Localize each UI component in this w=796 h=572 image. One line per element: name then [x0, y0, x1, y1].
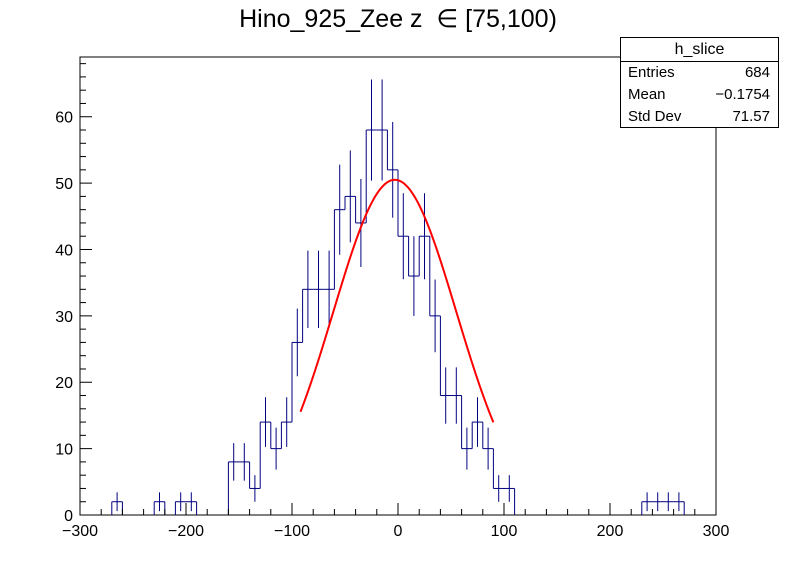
y-tick-label: 0 — [64, 508, 73, 525]
error-bars — [116, 79, 680, 512]
x-tick-label: −300 — [62, 523, 98, 540]
gaussian-fit-curve — [299, 178, 495, 423]
y-tick-label: 40 — [55, 242, 73, 259]
stats-value: 71.57 — [732, 108, 770, 125]
y-tick-label: 30 — [55, 309, 73, 326]
stats-label: Entries — [628, 64, 675, 81]
histogram-bins — [111, 129, 685, 515]
stats-label: Std Dev — [628, 108, 682, 125]
x-axis: −300 −200 −100 0 100 200 300 — [62, 503, 729, 540]
y-tick-label: 20 — [55, 375, 73, 392]
stats-row-mean: Mean −0.1754 — [621, 84, 778, 106]
stats-box: h_slice Entries 684 Mean −0.1754 Std Dev… — [620, 37, 779, 128]
stats-label: Mean — [628, 86, 666, 103]
stats-value: −0.1754 — [715, 86, 770, 103]
stats-title: h_slice — [621, 38, 778, 62]
x-tick-label: 100 — [491, 523, 518, 540]
x-tick-label: −100 — [274, 523, 310, 540]
y-tick-label: 10 — [55, 442, 73, 459]
x-tick-label: −200 — [168, 523, 204, 540]
x-tick-label: 300 — [703, 523, 730, 540]
y-axis: 0 10 20 30 40 50 60 — [55, 63, 92, 525]
x-tick-label: 0 — [394, 523, 403, 540]
stats-value: 684 — [744, 64, 770, 81]
stats-row-stddev: Std Dev 71.57 — [621, 106, 778, 128]
chart-title: Hino_925_Zee z ∈ [75,100) — [239, 5, 557, 33]
stats-row-entries: Entries 684 — [621, 62, 778, 84]
y-tick-label: 50 — [55, 176, 73, 193]
x-tick-label: 200 — [597, 523, 624, 540]
y-tick-label: 60 — [55, 110, 73, 127]
